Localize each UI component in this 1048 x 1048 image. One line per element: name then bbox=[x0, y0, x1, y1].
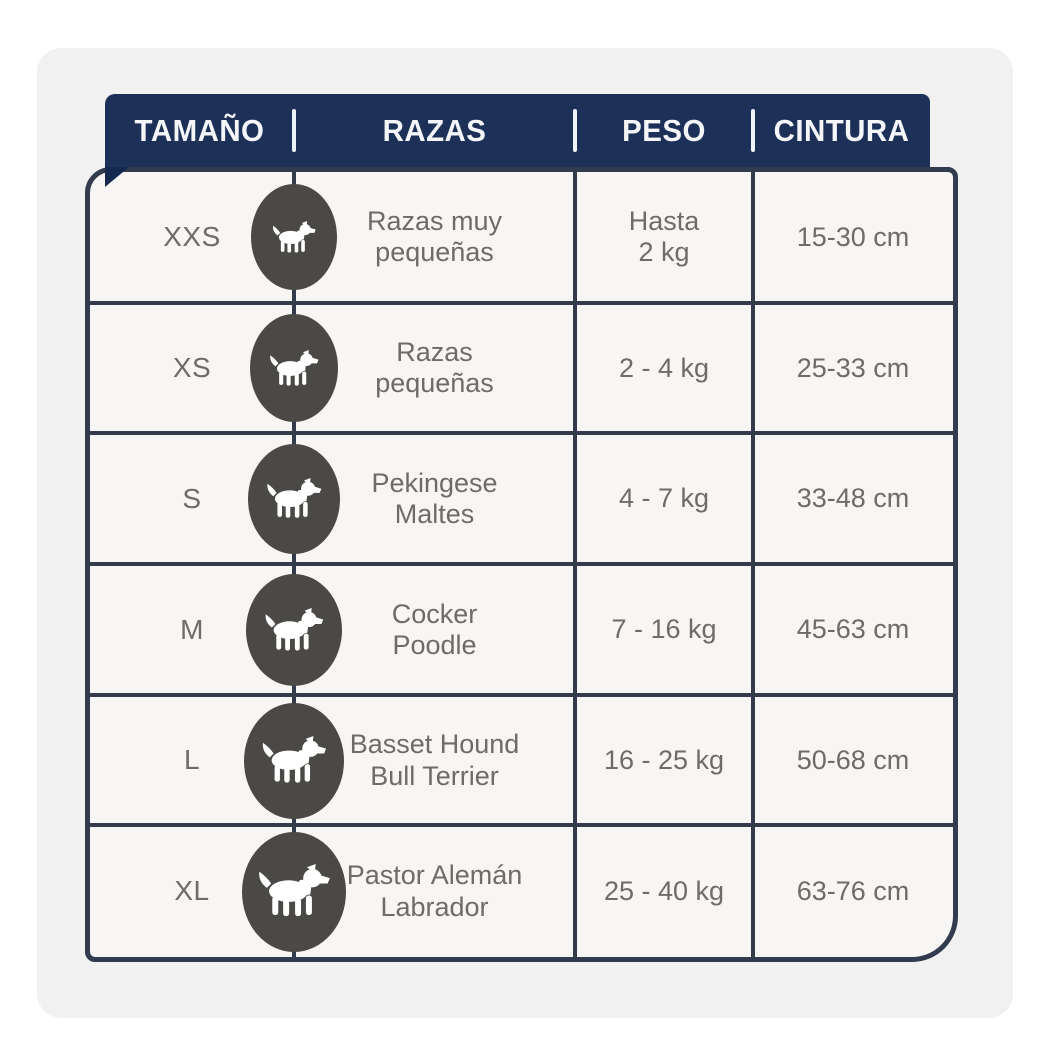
column-header-cintura: CINTURA bbox=[773, 112, 910, 148]
dog-l-icon bbox=[244, 702, 344, 819]
breeds-cell: Basset Hound Bull Terrier bbox=[244, 695, 575, 826]
row-divider bbox=[90, 693, 953, 697]
size-label: XS bbox=[172, 352, 212, 383]
table-row: XXS Razas muy pequeñas Hasta 2 kg 15-30 … bbox=[90, 172, 953, 303]
breeds-cell: Pastor Alemán Labrador bbox=[242, 826, 575, 957]
column-header-peso: PESO bbox=[622, 112, 706, 148]
waist-cell: 33-48 cm bbox=[796, 483, 910, 514]
size-label: S bbox=[182, 482, 202, 514]
dog-m-icon bbox=[246, 573, 342, 686]
waist-cell: 50-68 cm bbox=[796, 745, 910, 776]
ribbon-fold bbox=[105, 167, 129, 187]
dog-s-icon bbox=[248, 444, 340, 555]
column-header-tamano: TAMAÑO bbox=[134, 112, 265, 148]
table-row: XL Pastor Alemán Labrador 25 - 40 kg 63-… bbox=[90, 826, 953, 957]
chart-card: TAMAÑO RAZAS PESO CINTURA bbox=[37, 48, 1013, 1018]
waist-cell: 15-30 cm bbox=[796, 221, 910, 252]
weight-cell: Hasta 2 kg bbox=[628, 206, 700, 268]
table-row: M Cocker Poodle 7 - 16 kg 45-63 cm bbox=[90, 564, 953, 695]
weight-cell: 25 - 40 kg bbox=[603, 875, 725, 906]
dog-xxs-icon bbox=[251, 184, 337, 291]
waist-cell: 45-63 cm bbox=[796, 614, 910, 645]
breeds-text: Pekingese Maltes bbox=[371, 467, 498, 530]
waist-cell: 63-76 cm bbox=[796, 875, 910, 906]
size-label: XL bbox=[174, 875, 210, 907]
row-divider bbox=[90, 562, 953, 566]
weight-cell: 16 - 25 kg bbox=[603, 745, 725, 776]
waist-cell: 25-33 cm bbox=[796, 352, 910, 383]
dog-xl-icon bbox=[242, 831, 346, 952]
breeds-cell: Cocker Poodle bbox=[246, 564, 575, 695]
breeds-cell: Pekingese Maltes bbox=[248, 434, 575, 565]
table-row: L Basset Hound Bull Terrier 16 - 25 kg 5… bbox=[90, 695, 953, 826]
row-divider bbox=[90, 431, 953, 435]
table-row: XS Razas pequeñas 2 - 4 kg 25-33 cm bbox=[90, 303, 953, 434]
breeds-text: Razas muy pequeñas bbox=[366, 206, 503, 268]
table-header: TAMAÑO RAZAS PESO CINTURA bbox=[105, 94, 930, 187]
breeds-cell: Razas muy pequeñas bbox=[251, 172, 575, 303]
breeds-text: Cocker Poodle bbox=[391, 598, 478, 660]
row-divider bbox=[90, 301, 953, 305]
size-label: M bbox=[180, 613, 204, 645]
breeds-text: Basset Hound Bull Terrier bbox=[349, 729, 520, 791]
column-header-razas: RAZAS bbox=[382, 112, 487, 148]
dog-xs-icon bbox=[250, 314, 338, 423]
breeds-text: Pastor Alemán Labrador bbox=[346, 860, 523, 922]
size-label: L bbox=[183, 744, 201, 776]
row-divider bbox=[90, 823, 953, 827]
grid-lines bbox=[90, 172, 953, 957]
breeds-cell: Razas pequeñas bbox=[250, 303, 575, 434]
table-row: S Pekingese Maltes 4 - 7 kg 33-48 cm bbox=[90, 434, 953, 565]
weight-cell: 7 - 16 kg bbox=[611, 614, 717, 645]
table-rows: XXS Razas muy pequeñas Hasta 2 kg 15-30 … bbox=[90, 172, 953, 957]
weight-cell: 2 - 4 kg bbox=[618, 352, 710, 383]
header-separator bbox=[751, 109, 755, 152]
header-separator bbox=[292, 109, 296, 152]
breeds-text: Razas pequeñas bbox=[375, 336, 494, 399]
weight-cell: 4 - 7 kg bbox=[618, 483, 710, 514]
size-label: XXS bbox=[163, 221, 221, 253]
table-body: XXS Razas muy pequeñas Hasta 2 kg 15-30 … bbox=[85, 167, 958, 962]
header-separator bbox=[573, 109, 577, 152]
